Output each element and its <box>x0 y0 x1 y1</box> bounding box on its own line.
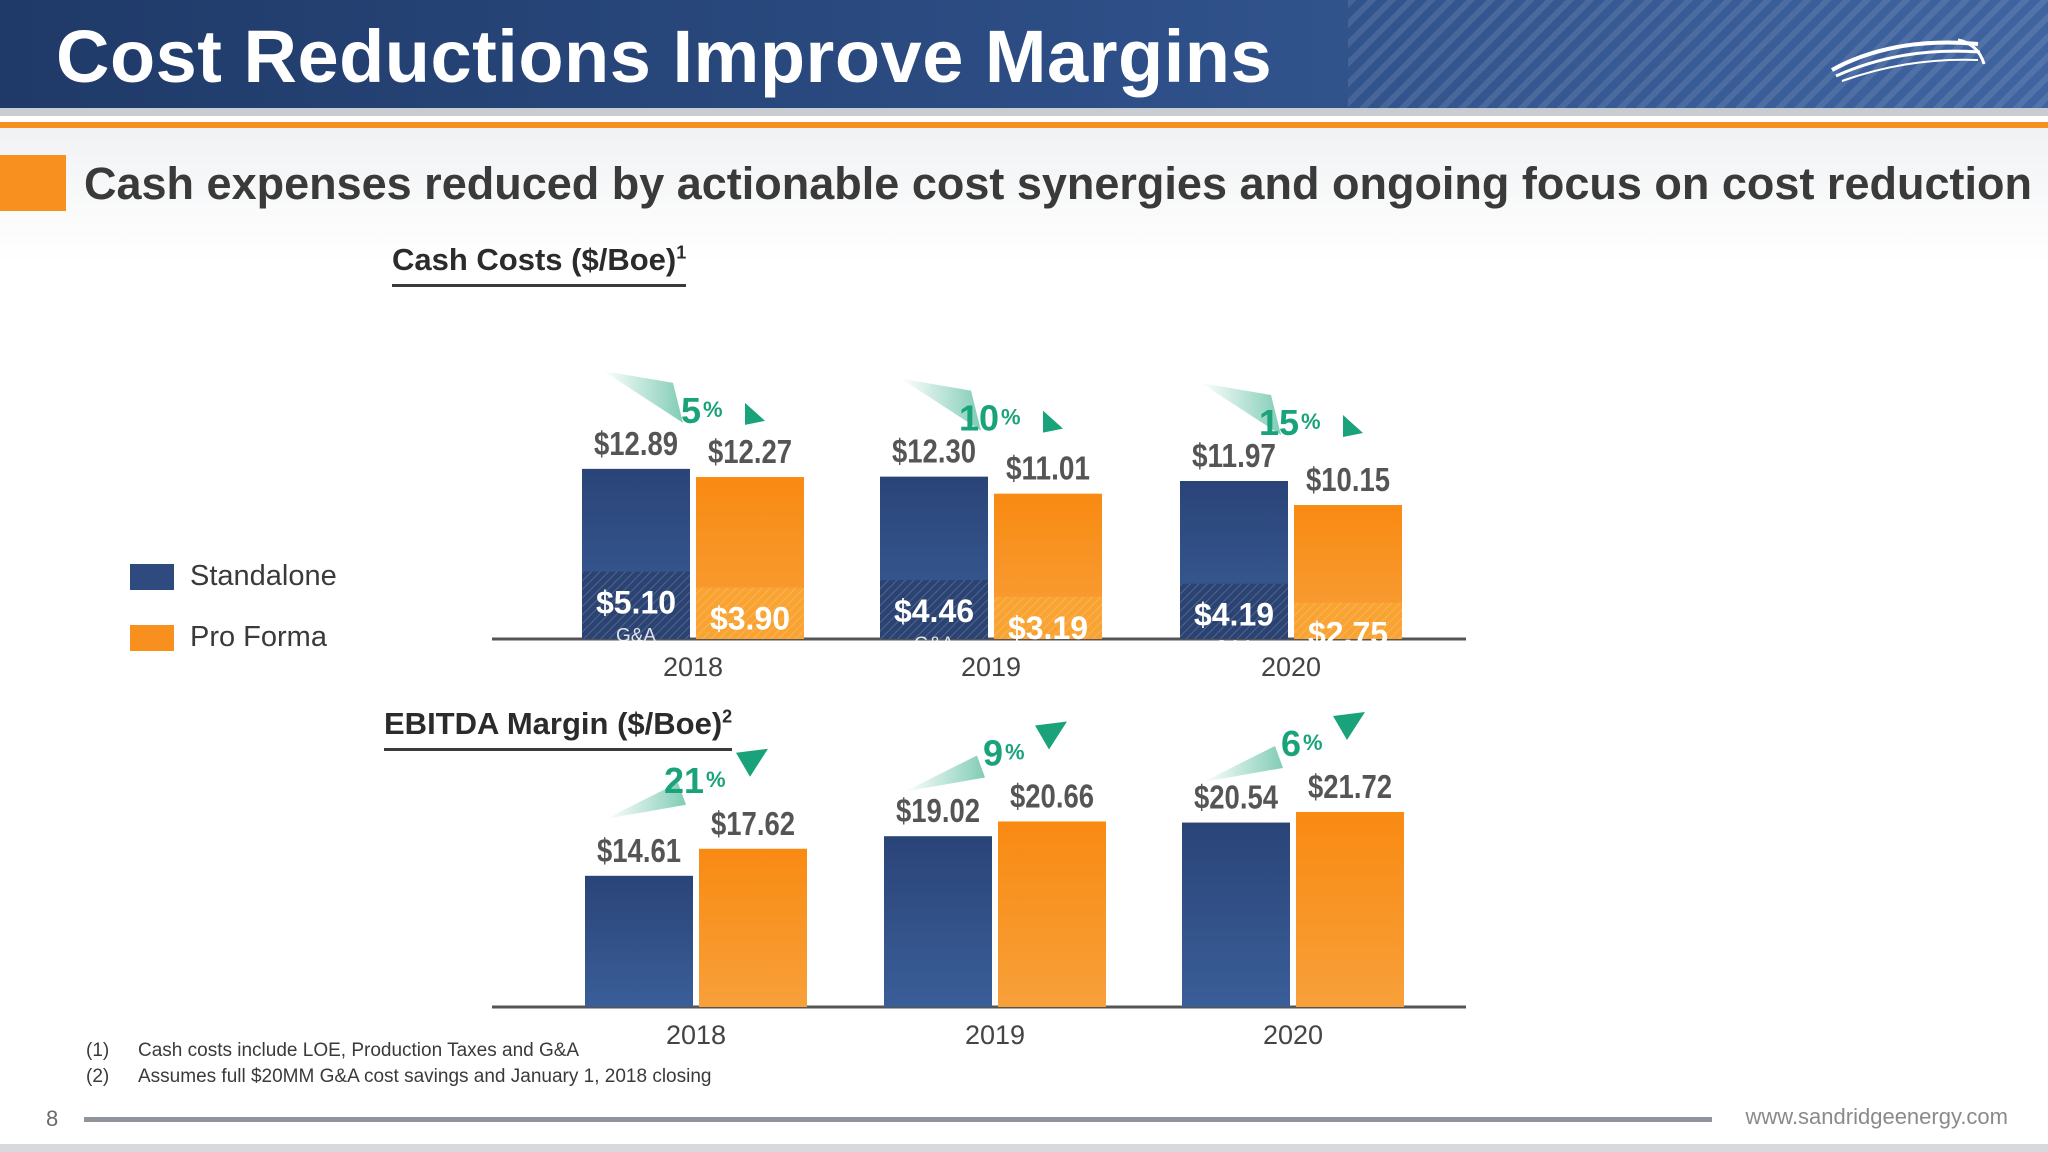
cash-costs-change-arrow-icon-2018 <box>745 402 765 425</box>
ebitda-value-label-standalone-2019: $19.02 <box>896 792 980 829</box>
cash-costs-value-label-standalone-2018: $12.89 <box>594 425 678 462</box>
ebitda-category-label-2018: 2018 <box>666 1020 726 1050</box>
cash-costs-ga-hatch-standalone-2019 <box>880 580 988 639</box>
slide-subtitle: Cash expenses reduced by actionable cost… <box>84 158 2032 209</box>
ebitda-value-label-pro-forma-2019: $20.66 <box>1010 777 1094 814</box>
cash-costs-value-label-standalone-2019: $12.30 <box>892 433 976 470</box>
cash-costs-ga-value-standalone-2018: $5.10 <box>596 585 676 621</box>
legend-swatch-standalone <box>130 563 174 590</box>
cash-costs-title: Cash Costs ($/Boe)1 <box>392 242 687 287</box>
ebitda-bar-standalone-2020 <box>1182 822 1290 1007</box>
cash-costs-ga-hatch-pro-forma-2018 <box>696 587 804 639</box>
cash-costs-change-swoosh-2020 <box>1201 382 1281 435</box>
ebitda-value-label-standalone-2020: $20.54 <box>1194 779 1279 816</box>
ebitda-bar-pro-forma-2020 <box>1296 811 1404 1007</box>
ebitda-margin-title-text: EBITDA Margin ($/Boe) <box>384 706 723 741</box>
footnote-1-number: (1) <box>86 1040 110 1061</box>
cash-costs-category-label-2018: 2018 <box>663 652 723 682</box>
cash-costs-ga-hatch-standalone-2020 <box>1180 583 1288 639</box>
subtitle-marker <box>0 155 66 211</box>
cash-costs-change-percent-2019: % <box>1001 405 1021 430</box>
cash-costs-ga-value-standalone-2020: $4.19 <box>1194 597 1274 633</box>
footnote-2: (2) Assumes full $20MM G&A cost savings … <box>86 1066 711 1088</box>
cash-costs-change-value-2018: 5 <box>681 390 701 431</box>
ebitda-change-percent-2020: % <box>1303 730 1323 755</box>
ebitda-value-label-pro-forma-2020: $21.72 <box>1308 768 1392 805</box>
ebitda-change-arrow-icon-2019 <box>1035 721 1067 750</box>
page-number: 8 <box>46 1106 59 1131</box>
ebitda-change-swoosh-2020 <box>1203 745 1283 782</box>
ebitda-change-percent-2018: % <box>706 767 726 792</box>
cash-costs-ga-label-standalone-2020: G&A <box>1214 638 1254 659</box>
cash-costs-change-swoosh-2018 <box>603 370 683 423</box>
cash-costs-change-percent-2020: % <box>1301 409 1321 434</box>
ebitda-change-arrow-icon-2020 <box>1333 711 1365 740</box>
cash-costs-ga-hatch-standalone-2018 <box>582 571 690 639</box>
footer-divider <box>84 1117 1712 1122</box>
footnote-2-text: Assumes full $20MM G&A cost savings and … <box>138 1066 712 1087</box>
ebitda-category-label-2019: 2019 <box>965 1020 1025 1050</box>
footnotes: (1) Cash costs include LOE, Production T… <box>86 1040 711 1092</box>
cash-costs-change-percent-2018: % <box>703 397 723 422</box>
cash-costs-ga-label-standalone-2019: G&A <box>914 634 954 655</box>
cash-costs-ga-hatch-pro-forma-2019 <box>994 596 1102 639</box>
ebitda-bar-standalone-2019 <box>884 836 992 1007</box>
bottom-edge <box>0 1144 2048 1152</box>
legend-label-pro-forma: Pro Forma <box>190 621 327 653</box>
ebitda-change-arrow-icon-2018 <box>736 748 768 777</box>
cash-costs-value-label-standalone-2020: $11.97 <box>1192 437 1276 474</box>
header-stripe-pattern <box>1348 0 2048 108</box>
ebitda-change-value-2019: 9 <box>983 732 1003 773</box>
legend-item-pro-forma: Pro Forma <box>130 621 337 654</box>
ebitda-change-swoosh-2019 <box>905 755 985 792</box>
ebitda-change-value-2020: 6 <box>1281 723 1301 764</box>
cash-costs-change-value-2020: 15 <box>1259 402 1299 443</box>
cash-costs-ga-hatch-pro-forma-2020 <box>1294 602 1402 639</box>
cash-costs-category-label-2019: 2019 <box>961 652 1021 682</box>
cash-costs-ga-value-pro-forma-2018: $3.90 <box>710 601 790 637</box>
cash-costs-category-label-2020: 2020 <box>1261 652 1321 682</box>
footnote-2-number: (2) <box>86 1066 110 1087</box>
cash-costs-ga-label-pro-forma-2019: G&A <box>1028 651 1068 672</box>
cash-costs-change-swoosh-2019 <box>901 378 981 431</box>
ebitda-category-label-2020: 2020 <box>1263 1020 1323 1050</box>
cash-costs-title-text: Cash Costs ($/Boe) <box>392 242 677 277</box>
website-link[interactable]: www.sandridgeenergy.com <box>1745 1104 2009 1129</box>
cash-costs-ga-value-pro-forma-2019: $3.19 <box>1008 610 1088 646</box>
ebitda-margin-title: EBITDA Margin ($/Boe)2 <box>384 706 733 751</box>
ebitda-bar-pro-forma-2018 <box>699 848 807 1007</box>
footnote-1: (1) Cash costs include LOE, Production T… <box>86 1040 711 1062</box>
ebitda-value-label-standalone-2018: $14.61 <box>597 832 681 869</box>
cash-costs-ga-label-pro-forma-2018: G&A <box>730 642 770 663</box>
cash-costs-ga-label-pro-forma-2020: G&A <box>1328 657 1368 678</box>
cash-costs-change-arrow-icon-2020 <box>1343 414 1363 437</box>
cash-costs-footnote-ref: 1 <box>676 242 687 263</box>
cash-costs-value-label-pro-forma-2020: $10.15 <box>1306 461 1390 498</box>
ebitda-change-value-2018: 21 <box>664 760 704 801</box>
footnote-1-text: Cash costs include LOE, Production Taxes… <box>138 1040 580 1061</box>
ebitda-bar-standalone-2018 <box>585 875 693 1007</box>
header-divider-grey <box>0 108 2048 116</box>
ebitda-change-percent-2019: % <box>1005 739 1025 764</box>
chart-legend: Standalone Pro Forma <box>130 560 337 682</box>
ebitda-value-label-pro-forma-2018: $17.62 <box>711 805 795 842</box>
cash-costs-value-label-pro-forma-2018: $12.27 <box>708 433 792 470</box>
ebitda-bar-pro-forma-2019 <box>998 821 1106 1007</box>
ebitda-margin-footnote-ref: 2 <box>722 706 733 727</box>
ebitda-change-swoosh-2018 <box>606 782 686 819</box>
cash-costs-ga-label-standalone-2018: G&A <box>616 626 656 647</box>
wave-logo-icon <box>1831 38 1986 82</box>
cash-costs-ga-value-pro-forma-2020: $2.75 <box>1308 616 1388 652</box>
cash-costs-change-arrow-icon-2019 <box>1043 410 1063 433</box>
cash-costs-change-value-2019: 10 <box>959 398 999 439</box>
legend-swatch-pro-forma <box>130 624 174 651</box>
legend-label-standalone: Standalone <box>190 560 337 592</box>
page-title: Cost Reductions Improve Margins <box>56 15 1273 98</box>
header-divider-orange <box>0 122 2048 128</box>
cash-costs-ga-value-standalone-2019: $4.46 <box>894 593 974 629</box>
cash-costs-value-label-pro-forma-2019: $11.01 <box>1006 450 1090 487</box>
legend-item-standalone: Standalone <box>130 560 337 593</box>
title-bar: Cost Reductions Improve Margins <box>0 0 2048 108</box>
